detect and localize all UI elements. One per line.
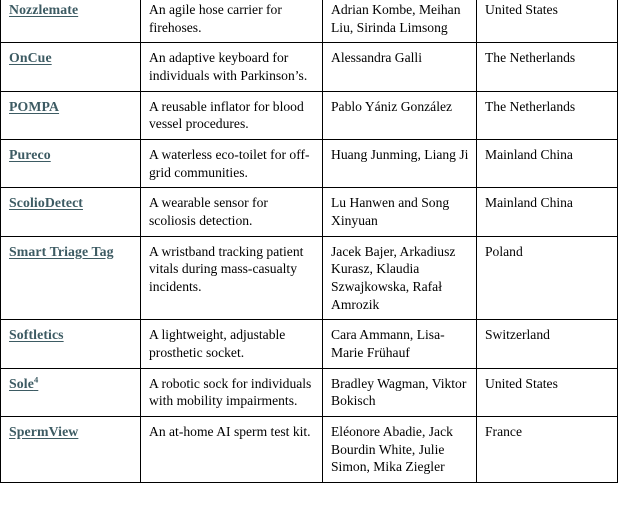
cell-description: A lightweight, adjustable prosthetic soc… (140, 319, 323, 369)
cell-inventors: Alessandra Galli (322, 42, 477, 92)
table-row: Smart Triage Tag A wristband tracking pa… (0, 235, 618, 321)
product-name: Smart Triage Tag (9, 243, 114, 259)
product-link[interactable]: POMPA (9, 99, 59, 114)
cell-country: United States (476, 0, 618, 44)
cell-description: An adaptive keyboard for individuals wit… (140, 42, 323, 92)
cell-name: Softletics (0, 319, 141, 369)
product-name: Sole (9, 375, 34, 391)
product-name: OnCue (9, 50, 52, 66)
cell-name: ScolioDetect (0, 187, 141, 237)
product-link[interactable]: Sole4 (9, 374, 39, 391)
cell-inventors: Pablo Yániz González (322, 90, 477, 141)
cell-country: Poland (476, 235, 618, 321)
cell-country: Mainland China (476, 187, 618, 237)
table-row: Softletics A lightweight, adjustable pro… (0, 319, 618, 369)
cell-inventors: Bradley Wagman, Viktor Bokisch (322, 367, 477, 418)
table-row: Pureco A waterless eco-toilet for off-gr… (0, 139, 618, 189)
product-link[interactable]: Softletics (9, 327, 64, 342)
product-name: Nozzlemate (9, 2, 79, 17)
cell-description: A wristband tracking patient vitals duri… (140, 235, 323, 321)
cell-description: A wearable sensor for scoliosis detectio… (140, 187, 323, 237)
cell-inventors: Lu Hanwen and Song Xinyuan (322, 187, 477, 237)
table-row: SpermView An at-home AI sperm test kit. … (0, 416, 618, 484)
cell-inventors: Eléonore Abadie, Jack Bourdin White, Jul… (322, 416, 477, 484)
product-name: Softletics (9, 327, 64, 343)
product-link[interactable]: OnCue (9, 50, 52, 65)
product-name: Pureco (9, 147, 51, 163)
cell-description: A reusable inflator for blood vessel pro… (140, 90, 323, 141)
cell-inventors: Huang Junming, Liang Ji (322, 139, 477, 189)
cell-description: An agile hose carrier for firehoses. (140, 0, 323, 44)
cell-country: United States (476, 367, 618, 418)
product-link[interactable]: Pureco (9, 147, 51, 162)
cell-inventors: Adrian Kombe, Meihan Liu, Sirinda Limson… (322, 0, 477, 44)
product-name-superscript: 4 (33, 374, 39, 385)
cell-description: An at-home AI sperm test kit. (140, 416, 323, 484)
cell-country: The Netherlands (476, 90, 618, 141)
invention-table: Nozzlemate An agile hose carrier for fir… (0, 0, 618, 484)
cell-country: The Netherlands (476, 42, 618, 92)
product-name: POMPA (9, 98, 60, 114)
product-link[interactable]: Smart Triage Tag (9, 244, 114, 259)
product-name: ScolioDetect (9, 195, 83, 211)
table-row: Nozzlemate An agile hose carrier for fir… (0, 0, 618, 44)
product-name: SpermView (9, 424, 79, 440)
cell-name: POMPA (0, 90, 141, 141)
product-link[interactable]: ScolioDetect (9, 195, 83, 210)
table-row: POMPA A reusable inflator for blood vess… (0, 90, 618, 141)
cell-description: A waterless eco-toilet for off-grid comm… (140, 139, 323, 189)
cell-inventors: Jacek Bajer, Arkadiusz Kurasz, Klaudia S… (322, 235, 477, 321)
cell-name: Pureco (0, 139, 141, 189)
cell-description: A robotic sock for individuals with mobi… (140, 367, 323, 418)
cell-name: Sole4 (0, 367, 141, 418)
cell-name: Nozzlemate (0, 0, 141, 44)
table-row: OnCue An adaptive keyboard for individua… (0, 42, 618, 92)
table-row: ScolioDetect A wearable sensor for scoli… (0, 187, 618, 237)
cell-country: Mainland China (476, 139, 618, 189)
product-link[interactable]: Nozzlemate (9, 2, 78, 17)
cell-name: OnCue (0, 42, 141, 92)
cell-inventors: Cara Ammann, Lisa-Marie Frühauf (322, 319, 477, 369)
cell-name: SpermView (0, 416, 141, 484)
product-link[interactable]: SpermView (9, 424, 78, 439)
table-row: Sole4 A robotic sock for individuals wit… (0, 367, 618, 418)
cell-name: Smart Triage Tag (0, 235, 141, 321)
cell-country: Switzerland (476, 319, 618, 369)
cell-country: France (476, 416, 618, 484)
table-body: Nozzlemate An agile hose carrier for fir… (0, 0, 618, 484)
